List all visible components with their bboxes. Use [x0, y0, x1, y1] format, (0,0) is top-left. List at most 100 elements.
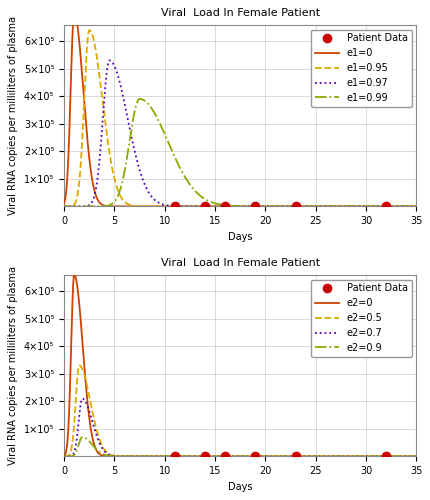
e1=0 — [61, 200, 67, 206]
e2=0.5 — [290, 454, 295, 460]
X-axis label: Days: Days — [227, 482, 252, 492]
e1=0.99 — [413, 204, 418, 210]
X-axis label: Days: Days — [227, 232, 252, 241]
Patient Data — [292, 453, 298, 459]
e2=0.7 — [272, 454, 277, 460]
e1=0.95 — [413, 204, 418, 210]
Patient Data — [383, 453, 388, 459]
Patient Data — [383, 203, 388, 209]
Line: e2=0.7: e2=0.7 — [64, 398, 415, 456]
e2=0 — [196, 454, 201, 460]
e2=0.9 — [125, 454, 130, 460]
e1=0.97 — [107, 58, 112, 64]
Line: e2=0: e2=0 — [64, 274, 415, 456]
e2=0.7 — [61, 454, 67, 460]
e1=0.97 — [413, 204, 418, 210]
e1=0.95 — [61, 204, 67, 210]
Line: Patient Data: Patient Data — [170, 452, 390, 460]
e2=0 — [290, 454, 295, 460]
Line: e1=0: e1=0 — [64, 14, 415, 206]
e2=0.5 — [324, 454, 329, 460]
e1=0.97 — [125, 118, 130, 124]
e1=0.99 — [137, 96, 142, 102]
e2=0.5 — [350, 454, 356, 460]
e1=0.99 — [350, 204, 356, 210]
e2=0.7 — [290, 454, 295, 460]
e2=0.7 — [196, 454, 201, 460]
e1=0 — [125, 204, 130, 210]
e1=0 — [272, 204, 277, 210]
e1=0.95 — [86, 27, 92, 33]
e1=0.95 — [324, 204, 329, 210]
Patient Data — [252, 203, 258, 209]
e2=0.5 — [61, 454, 67, 460]
e2=0.7 — [80, 396, 85, 402]
e1=0.99 — [324, 204, 329, 210]
e2=0.9 — [272, 454, 277, 460]
Line: Patient Data: Patient Data — [170, 202, 390, 210]
e2=0.5 — [77, 362, 82, 368]
e2=0 — [401, 454, 406, 460]
e2=0.7 — [413, 454, 418, 460]
e2=0 — [125, 454, 130, 460]
e2=0.9 — [196, 454, 201, 460]
e1=0.97 — [324, 204, 329, 210]
e2=0.9 — [350, 454, 356, 460]
e1=0 — [71, 10, 77, 16]
Y-axis label: Viral RNA copies per milliliters of plasma: Viral RNA copies per milliliters of plas… — [8, 16, 18, 215]
e1=0.95 — [290, 204, 295, 210]
e2=0 — [413, 454, 418, 460]
e1=0.99 — [290, 204, 295, 210]
Line: e2=0.5: e2=0.5 — [64, 366, 415, 456]
Patient Data — [172, 453, 177, 459]
e1=0.97 — [290, 204, 295, 210]
e1=0.99 — [61, 204, 67, 210]
Line: e1=0.95: e1=0.95 — [64, 30, 415, 206]
Patient Data — [252, 453, 258, 459]
e1=0.95 — [272, 204, 277, 210]
Patient Data — [292, 203, 298, 209]
e1=0.97 — [61, 204, 67, 210]
e2=0 — [324, 454, 329, 460]
Legend: Patient Data, e2=0, e2=0.5, e2=0.7, e2=0.9: Patient Data, e2=0, e2=0.5, e2=0.7, e2=0… — [310, 280, 411, 356]
e2=0.5 — [272, 454, 277, 460]
e1=0.97 — [196, 204, 201, 210]
Line: e1=0.97: e1=0.97 — [64, 60, 415, 206]
Y-axis label: Viral RNA copies per milliliters of plasma: Viral RNA copies per milliliters of plas… — [8, 266, 18, 465]
e2=0.5 — [125, 454, 130, 460]
e2=0.9 — [290, 454, 295, 460]
Patient Data — [172, 203, 177, 209]
Line: e1=0.99: e1=0.99 — [64, 99, 415, 206]
e1=0.95 — [196, 204, 201, 210]
e2=0 — [272, 454, 277, 460]
e1=0.95 — [125, 202, 130, 207]
e1=0.99 — [125, 148, 130, 154]
e1=0.99 — [272, 204, 277, 210]
e1=0.95 — [350, 204, 356, 210]
e2=0.7 — [125, 454, 130, 460]
Patient Data — [202, 453, 207, 459]
Title: Viral  Load In Female Patient: Viral Load In Female Patient — [160, 8, 319, 18]
e1=0 — [196, 204, 201, 210]
e2=0.9 — [80, 434, 85, 440]
e1=0.97 — [272, 204, 277, 210]
e1=0 — [350, 204, 356, 210]
Legend: Patient Data, e1=0, e1=0.95, e1=0.97, e1=0.99: Patient Data, e1=0, e1=0.95, e1=0.97, e1… — [310, 30, 411, 106]
Patient Data — [202, 203, 207, 209]
e1=0.97 — [350, 204, 356, 210]
Patient Data — [222, 203, 227, 209]
e2=0.9 — [324, 454, 329, 460]
e2=0.5 — [413, 454, 418, 460]
e2=0 — [350, 454, 356, 460]
e2=0.9 — [413, 454, 418, 460]
e2=0.5 — [196, 454, 201, 460]
e1=0 — [413, 204, 418, 210]
e2=0 — [61, 452, 67, 458]
e1=0.99 — [196, 192, 201, 198]
Title: Viral  Load In Female Patient: Viral Load In Female Patient — [160, 258, 319, 268]
e2=0.7 — [324, 454, 329, 460]
Patient Data — [222, 453, 227, 459]
e1=0 — [290, 204, 295, 210]
e2=0 — [71, 272, 77, 278]
Line: e2=0.9: e2=0.9 — [64, 437, 415, 456]
